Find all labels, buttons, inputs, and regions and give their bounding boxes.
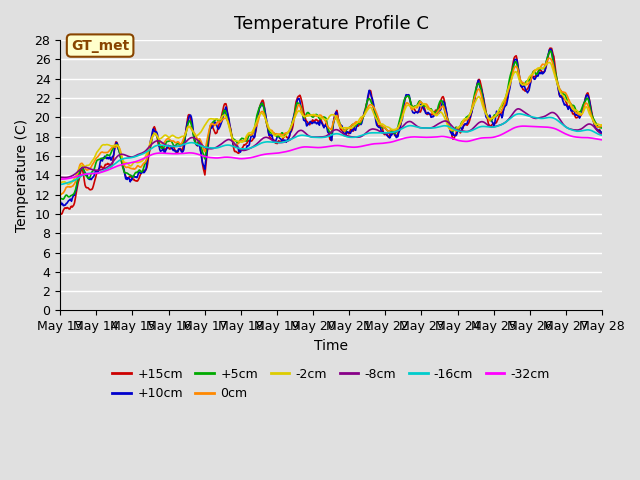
+10cm — [598, 129, 606, 135]
+5cm — [413, 102, 421, 108]
Line: +10cm: +10cm — [60, 49, 602, 205]
-2cm — [67, 180, 74, 186]
-16cm — [413, 124, 420, 130]
Line: -16cm: -16cm — [60, 114, 602, 184]
-32cm — [122, 161, 129, 167]
+5cm — [547, 48, 554, 54]
+10cm — [178, 149, 186, 155]
+5cm — [206, 123, 214, 129]
+5cm — [67, 193, 74, 199]
+15cm — [206, 126, 214, 132]
+15cm — [178, 148, 186, 154]
-32cm — [397, 136, 404, 142]
-8cm — [67, 173, 74, 179]
+10cm — [398, 118, 406, 124]
0cm — [56, 192, 64, 197]
-16cm — [66, 179, 74, 185]
-8cm — [61, 175, 68, 180]
+15cm — [547, 45, 554, 51]
-16cm — [397, 126, 404, 132]
+15cm — [67, 204, 74, 210]
+15cm — [58, 211, 65, 217]
-8cm — [123, 153, 131, 158]
+10cm — [547, 46, 555, 52]
-32cm — [177, 151, 184, 156]
-8cm — [178, 143, 186, 148]
-8cm — [598, 131, 606, 137]
Y-axis label: Temperature (C): Temperature (C) — [15, 119, 29, 232]
0cm — [178, 141, 186, 146]
Line: -32cm: -32cm — [60, 126, 602, 179]
+15cm — [56, 210, 64, 216]
+5cm — [60, 196, 67, 202]
-2cm — [123, 160, 131, 166]
+5cm — [123, 170, 131, 176]
+5cm — [398, 109, 406, 115]
Line: -2cm: -2cm — [60, 62, 602, 184]
+5cm — [178, 142, 186, 147]
Legend: +15cm, +10cm, +5cm, 0cm, -2cm, -8cm, -16cm, -32cm: +15cm, +10cm, +5cm, 0cm, -2cm, -8cm, -16… — [108, 363, 555, 405]
-16cm — [598, 132, 606, 138]
+15cm — [398, 117, 406, 122]
-2cm — [413, 103, 421, 108]
+10cm — [413, 110, 421, 116]
0cm — [598, 123, 606, 129]
+10cm — [206, 125, 214, 131]
+5cm — [56, 195, 64, 201]
-16cm — [205, 145, 213, 151]
0cm — [57, 192, 65, 198]
-16cm — [177, 143, 184, 148]
Line: 0cm: 0cm — [60, 58, 602, 195]
+15cm — [598, 130, 606, 135]
-16cm — [122, 156, 129, 161]
0cm — [67, 184, 74, 190]
-32cm — [205, 155, 213, 160]
X-axis label: Time: Time — [314, 339, 348, 353]
-32cm — [519, 123, 527, 129]
Line: +15cm: +15cm — [60, 48, 602, 214]
-8cm — [398, 125, 406, 131]
0cm — [123, 165, 131, 170]
-32cm — [66, 175, 74, 181]
-2cm — [178, 134, 186, 140]
-2cm — [56, 180, 64, 185]
-32cm — [56, 176, 64, 182]
Title: Temperature Profile C: Temperature Profile C — [234, 15, 429, 33]
-2cm — [206, 116, 214, 122]
0cm — [206, 123, 214, 129]
+10cm — [123, 175, 131, 180]
Line: +5cm: +5cm — [60, 51, 602, 199]
-8cm — [413, 124, 421, 130]
Text: GT_met: GT_met — [71, 38, 129, 53]
-2cm — [545, 60, 553, 65]
-32cm — [413, 134, 420, 140]
+5cm — [598, 125, 606, 131]
+10cm — [60, 203, 68, 208]
-16cm — [515, 111, 523, 117]
0cm — [545, 55, 552, 61]
0cm — [413, 105, 421, 110]
-32cm — [598, 137, 606, 143]
-8cm — [206, 146, 214, 152]
-16cm — [56, 181, 64, 187]
0cm — [398, 117, 406, 122]
-2cm — [65, 181, 72, 187]
+15cm — [123, 176, 131, 181]
-8cm — [515, 106, 522, 112]
-2cm — [598, 122, 606, 128]
Line: -8cm: -8cm — [60, 109, 602, 178]
+10cm — [67, 196, 74, 202]
-2cm — [398, 117, 406, 122]
+10cm — [56, 198, 64, 204]
+15cm — [413, 109, 421, 115]
-8cm — [56, 174, 64, 180]
